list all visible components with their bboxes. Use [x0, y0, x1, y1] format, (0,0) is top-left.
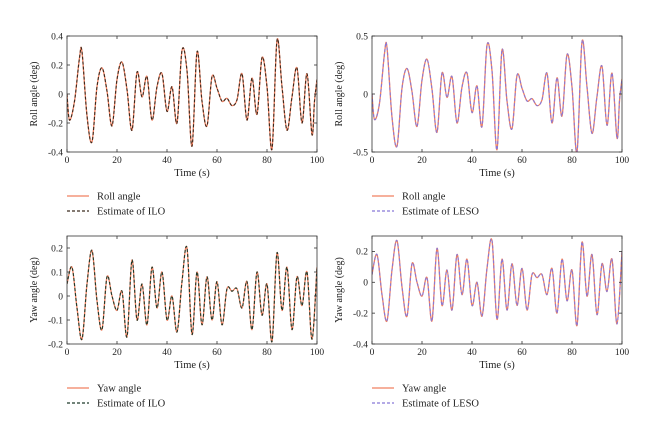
x-tick-label: 80 — [567, 348, 577, 358]
x-tick-label: 40 — [162, 156, 172, 166]
y-axis-label: Yaw angle (deg) — [29, 257, 40, 323]
x-tick-label: 0 — [370, 348, 375, 358]
x-tick-label: 100 — [310, 348, 325, 358]
x-tick-label: 100 — [615, 348, 630, 358]
y-tick-label: 0 — [363, 279, 368, 289]
y-axis-label: Roll angle (deg) — [29, 62, 40, 127]
x-tick-label: 80 — [262, 156, 272, 166]
x-tick-label: 80 — [262, 348, 272, 358]
legend-label: Estimate of ILO — [97, 399, 166, 410]
legend-label: Roll angle — [402, 192, 446, 203]
x-tick-label: 80 — [567, 156, 577, 166]
x-tick-label: 100 — [310, 156, 325, 166]
y-axis-label: Roll angle (deg) — [334, 62, 345, 127]
series-line — [67, 245, 317, 343]
x-tick-label: 60 — [212, 348, 222, 358]
y-tick-label: 0.2 — [51, 244, 63, 254]
x-tick-label: 40 — [467, 348, 477, 358]
series-line — [67, 38, 317, 151]
x-axis-label: Time (s) — [174, 360, 210, 371]
x-tick-label: 60 — [212, 156, 222, 166]
chart-panel: 0 20 40 60 80 100 -0.4 -0.2 0 0.2 Time (s) Yaw angl… — [334, 235, 630, 410]
series-line — [372, 39, 622, 152]
y-tick-label: -0.2 — [353, 309, 368, 319]
series-line — [67, 245, 317, 343]
y-tick-label: -0.4 — [353, 340, 368, 350]
legend-label: Roll angle — [97, 192, 141, 203]
plot-frame — [371, 235, 623, 345]
legend: Yaw angle Estimate of ILO — [67, 384, 166, 410]
series-line — [372, 39, 622, 152]
legend: Roll angle Estimate of ILO — [67, 192, 166, 218]
legend-label: Estimate of LESO — [402, 207, 479, 218]
x-tick-label: 40 — [467, 156, 477, 166]
y-axis-label: Yaw angle (deg) — [334, 257, 345, 323]
x-tick-label: 100 — [615, 156, 630, 166]
x-tick-label: 0 — [65, 156, 70, 166]
y-tick-label: 0.2 — [356, 248, 368, 258]
y-tick-label: -0.2 — [48, 119, 63, 129]
series-line — [372, 238, 622, 327]
y-tick-label: 0 — [58, 292, 63, 302]
x-tick-label: 0 — [65, 348, 70, 358]
legend-label: Yaw angle — [402, 384, 446, 395]
x-tick-label: 20 — [417, 156, 427, 166]
x-tick-label: 0 — [370, 156, 375, 166]
y-tick-label: -0.1 — [48, 316, 63, 326]
y-tick-label: 0.2 — [51, 61, 63, 71]
y-tick-label: 0 — [58, 90, 63, 100]
chart-panel: 0 20 40 60 80 100 -0.2 -0.1 0 0.1 0.2 Time (s) Yaw a… — [29, 235, 325, 410]
y-tick-label: 0.5 — [356, 32, 368, 42]
chart-panel: 0 20 40 60 80 100 -0.4 -0.2 0 0.2 0.4 Time (s) Roll … — [29, 32, 324, 217]
x-axis-label: Time (s) — [479, 168, 515, 179]
legend: Yaw angle Estimate of LESO — [372, 384, 479, 410]
y-tick-label: -0.4 — [48, 148, 63, 158]
x-tick-label: 40 — [162, 348, 172, 358]
y-tick-label: 0.4 — [51, 32, 63, 42]
series-line — [372, 238, 622, 327]
y-tick-label: 0 — [363, 90, 368, 100]
x-tick-label: 20 — [112, 348, 122, 358]
x-axis-label: Time (s) — [479, 360, 515, 371]
y-tick-label: -0.5 — [353, 148, 368, 158]
x-tick-label: 60 — [517, 348, 527, 358]
legend: Roll angle Estimate of LESO — [372, 192, 479, 218]
y-tick-label: 0.1 — [51, 268, 63, 278]
x-tick-label: 20 — [417, 348, 427, 358]
series-line — [67, 38, 317, 151]
x-tick-label: 20 — [112, 156, 122, 166]
legend-label: Estimate of LESO — [402, 399, 479, 410]
plot-frame — [66, 235, 318, 345]
x-axis-label: Time (s) — [174, 168, 210, 179]
y-tick-label: -0.2 — [48, 340, 63, 350]
x-tick-label: 60 — [517, 156, 527, 166]
legend-label: Yaw angle — [97, 384, 141, 395]
legend-label: Estimate of ILO — [97, 207, 166, 218]
